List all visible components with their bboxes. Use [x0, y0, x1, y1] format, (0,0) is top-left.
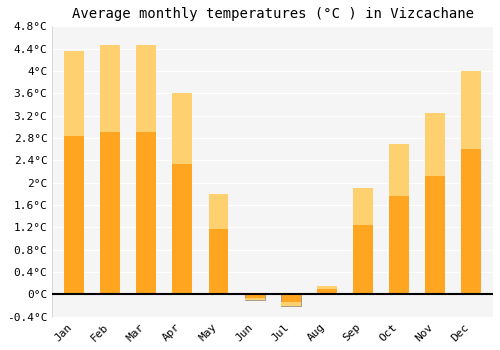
Bar — [462, 71, 481, 294]
Bar — [64, 51, 84, 136]
Bar — [244, 298, 264, 300]
Bar — [172, 93, 193, 164]
Bar — [317, 286, 337, 289]
Bar — [208, 194, 229, 294]
Bar — [64, 51, 84, 294]
Bar — [281, 294, 300, 306]
Bar — [317, 286, 337, 294]
Bar — [426, 113, 445, 176]
Title: Average monthly temperatures (°C ) in Vizcachane: Average monthly temperatures (°C ) in Vi… — [72, 7, 473, 21]
Bar — [353, 188, 373, 225]
Bar — [281, 302, 300, 306]
Bar — [100, 45, 120, 294]
Bar — [172, 93, 193, 294]
Bar — [100, 45, 120, 133]
Bar — [136, 45, 156, 294]
Bar — [136, 45, 156, 133]
Bar — [462, 71, 481, 149]
Bar — [353, 188, 373, 294]
Bar — [389, 144, 409, 196]
Bar — [208, 194, 229, 229]
Bar — [244, 294, 264, 300]
Bar — [389, 144, 409, 294]
Bar — [426, 113, 445, 294]
